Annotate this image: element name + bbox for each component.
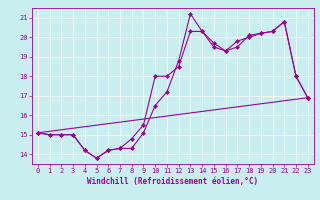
X-axis label: Windchill (Refroidissement éolien,°C): Windchill (Refroidissement éolien,°C) xyxy=(87,177,258,186)
